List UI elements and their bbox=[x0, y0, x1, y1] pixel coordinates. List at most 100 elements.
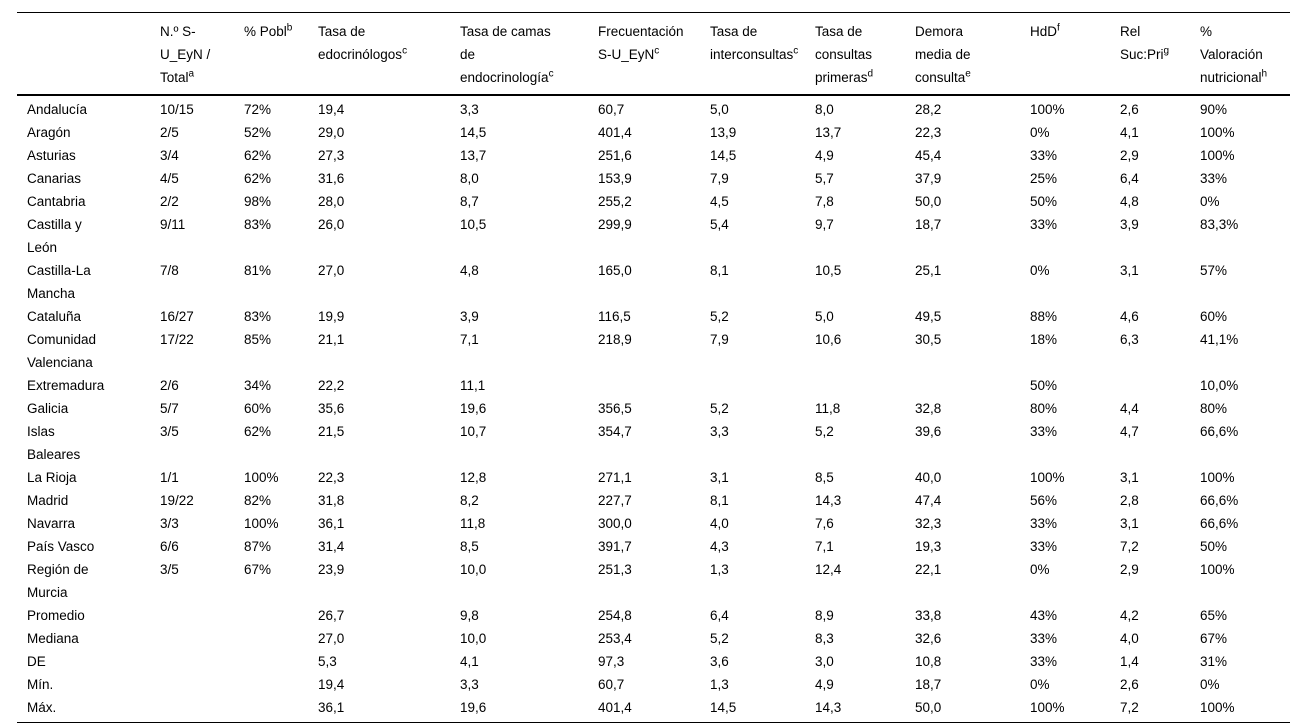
value-cell: 5,0 bbox=[815, 309, 834, 324]
column-header-label: Tasa de consultas primeras bbox=[815, 24, 873, 85]
value-cell: 10,5 bbox=[460, 217, 487, 232]
value-cell: 6/6 bbox=[160, 539, 179, 554]
value-cell: 8,3 bbox=[815, 631, 834, 646]
value-cell: 9/11 bbox=[160, 217, 186, 232]
column-header-label: Tasa de interconsultas bbox=[710, 24, 794, 62]
region-name-cell: Aragón bbox=[27, 125, 71, 140]
value-cell: 47,4 bbox=[915, 493, 942, 508]
region-name-cell: Mín. bbox=[27, 677, 54, 692]
value-cell: 3/4 bbox=[160, 148, 179, 163]
value-cell: 25,1 bbox=[915, 263, 942, 278]
value-cell: 2/6 bbox=[160, 378, 179, 393]
value-cell: 19,6 bbox=[460, 401, 487, 416]
column-header-label: Rel Suc:Pri bbox=[1120, 24, 1164, 62]
table-row: Mediana 27,0 10,0 253,4 5,2 8,3 32,6 33% 4,0 67% bbox=[17, 627, 1290, 650]
value-cell: 5,2 bbox=[710, 631, 729, 646]
value-cell: 153,9 bbox=[598, 171, 632, 186]
value-cell: 85% bbox=[244, 332, 272, 347]
column-header: Tasa de consultas primerasd bbox=[815, 12, 915, 96]
column-header: Demora media de consultae bbox=[915, 12, 1030, 96]
value-cell bbox=[598, 374, 710, 397]
value-cell: 60% bbox=[244, 401, 272, 416]
value-cell: 100% bbox=[1200, 148, 1235, 163]
value-cell: 7,9 bbox=[710, 171, 729, 186]
value-cell: 254,8 bbox=[598, 608, 632, 623]
value-cell: 3,1 bbox=[1120, 263, 1139, 278]
column-header-label: Frecuentación S-U_EyN bbox=[598, 24, 684, 62]
value-cell: 2/5 bbox=[160, 125, 179, 140]
value-cell: 50% bbox=[1200, 539, 1228, 554]
region-name-cell: Galicia bbox=[27, 401, 69, 416]
value-cell: 253,4 bbox=[598, 631, 632, 646]
value-cell: 100% bbox=[1030, 696, 1120, 723]
value-cell: 18,7 bbox=[915, 217, 942, 232]
footnote-marker: c bbox=[793, 45, 799, 57]
value-cell: 4,2 bbox=[1120, 608, 1139, 623]
value-cell: 251,3 bbox=[598, 562, 632, 577]
value-cell: 100% bbox=[1030, 470, 1065, 485]
value-cell: 3,1 bbox=[1120, 516, 1139, 531]
value-cell: 33% bbox=[1030, 424, 1058, 439]
column-header-label: N.º S- U_EyN / Total bbox=[160, 24, 211, 85]
value-cell: 0% bbox=[1200, 677, 1220, 692]
value-cell: 67% bbox=[244, 562, 272, 577]
value-cell: 10,7 bbox=[460, 424, 487, 439]
column-header: % Valoración nutricionalh bbox=[1200, 12, 1290, 96]
value-cell: 87% bbox=[244, 539, 272, 554]
value-cell bbox=[815, 374, 915, 397]
value-cell: 83% bbox=[244, 309, 272, 324]
value-cell: 7,1 bbox=[815, 539, 834, 554]
column-header: Rel Suc:Prig bbox=[1120, 12, 1200, 96]
value-cell: 300,0 bbox=[598, 516, 632, 531]
value-cell: 41,1% bbox=[1200, 332, 1239, 347]
value-cell: 3/3 bbox=[160, 516, 179, 531]
value-cell: 45,4 bbox=[915, 148, 942, 163]
value-cell bbox=[160, 673, 244, 696]
value-cell: 72% bbox=[244, 102, 272, 117]
value-cell: 50,0 bbox=[915, 194, 942, 209]
region-name-cell: Canarias bbox=[27, 171, 82, 186]
value-cell: 7/8 bbox=[160, 263, 179, 278]
value-cell: 27,3 bbox=[318, 148, 345, 163]
value-cell: 391,7 bbox=[598, 539, 632, 554]
value-cell: 33% bbox=[1030, 148, 1058, 163]
value-cell: 227,7 bbox=[598, 493, 632, 508]
value-cell: 6,4 bbox=[710, 608, 729, 623]
value-cell: 5,0 bbox=[710, 102, 729, 117]
value-cell: 2,6 bbox=[1120, 677, 1139, 692]
column-header: HdDf bbox=[1030, 12, 1120, 96]
value-cell bbox=[244, 696, 318, 723]
value-cell: 82% bbox=[244, 493, 272, 508]
value-cell: 7,9 bbox=[710, 332, 729, 347]
region-name-cell: Asturias bbox=[27, 148, 76, 163]
value-cell: 4,7 bbox=[1120, 424, 1139, 439]
table-row: Aragón 2/5 52% 29,0 14,5 401,4 13,9 13,7 22,3 0% 4… bbox=[17, 121, 1290, 144]
value-cell: 10,5 bbox=[815, 263, 842, 278]
value-cell bbox=[160, 650, 244, 673]
value-cell: 4,8 bbox=[1120, 194, 1139, 209]
value-cell: 0% bbox=[1030, 562, 1050, 577]
value-cell: 33% bbox=[1030, 654, 1058, 669]
value-cell: 27,0 bbox=[318, 263, 345, 278]
region-name-cell: Castilla-La Mancha bbox=[27, 263, 91, 301]
table-row: Castilla y León 9/11 83% 26,0 10,5 299,9 5,4 9,… bbox=[17, 213, 1290, 259]
value-cell: 100% bbox=[1200, 696, 1290, 723]
value-cell: 4,3 bbox=[710, 539, 729, 554]
region-column-header bbox=[17, 12, 160, 96]
value-cell: 33% bbox=[1030, 516, 1058, 531]
value-cell: 0% bbox=[1030, 677, 1050, 692]
value-cell: 28,2 bbox=[915, 102, 942, 117]
value-cell: 3/5 bbox=[160, 424, 179, 439]
value-cell: 1/1 bbox=[160, 470, 179, 485]
value-cell: 60% bbox=[1200, 309, 1228, 324]
region-name-cell: Castilla y León bbox=[27, 217, 82, 255]
value-cell: 39,6 bbox=[915, 424, 942, 439]
value-cell: 13,7 bbox=[815, 125, 842, 140]
value-cell: 4,0 bbox=[710, 516, 729, 531]
value-cell: 65% bbox=[1200, 608, 1228, 623]
value-cell: 17/22 bbox=[160, 332, 194, 347]
footnote-marker: a bbox=[188, 68, 195, 80]
value-cell: 97,3 bbox=[598, 654, 625, 669]
value-cell: 83% bbox=[244, 217, 272, 232]
value-cell: 116,5 bbox=[598, 309, 631, 324]
